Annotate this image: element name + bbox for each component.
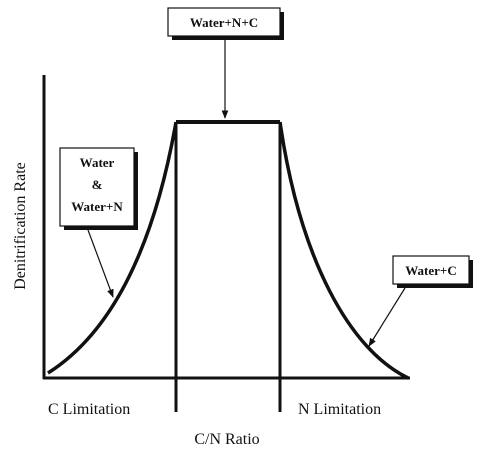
box (392, 255, 470, 285)
x-axis-label: C/N Ratio (194, 431, 259, 448)
arrow (368, 287, 406, 347)
box-label: & (92, 177, 103, 192)
region-label: C Limitation (48, 401, 130, 418)
box-label: Water (80, 155, 115, 170)
rising-curve (47, 121, 178, 375)
region-label: N Limitation (298, 401, 381, 418)
arrow (87, 229, 114, 298)
box (167, 7, 281, 37)
box-label: Water+N (71, 199, 123, 214)
box-label: Water+N+C (190, 15, 258, 30)
box-label: Water+C (405, 263, 456, 278)
box (59, 147, 135, 227)
y-axis-label: Denitrification Rate (12, 162, 29, 290)
falling-curve (278, 121, 409, 380)
